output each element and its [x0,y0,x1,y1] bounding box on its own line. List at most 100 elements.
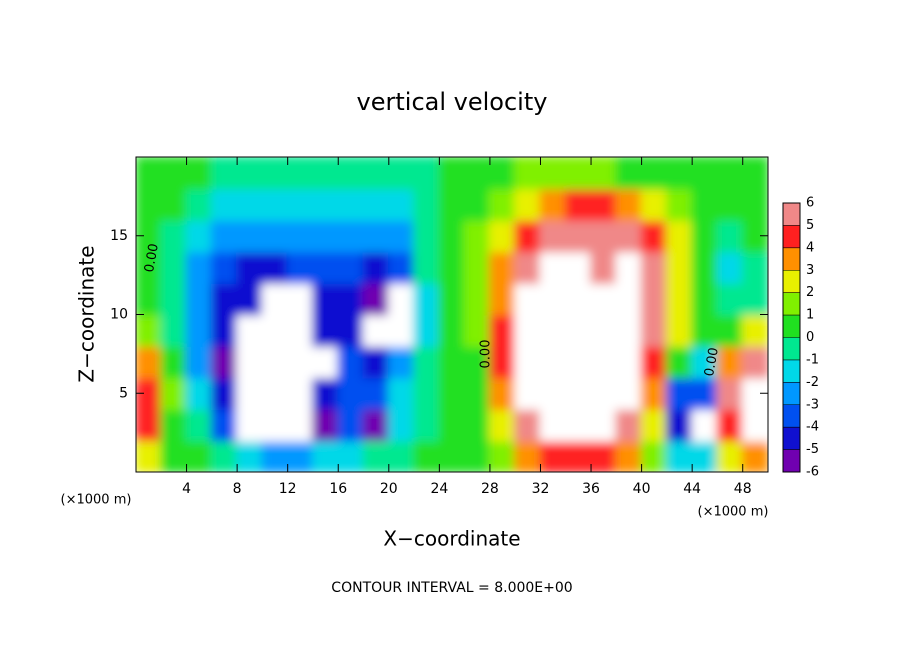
field-cell [261,439,289,472]
overlay: 4 8 12 16 20 24 28 32 36 40 44 4851015-6-5-4-3-2-10… [110,156,819,497]
field-cell [640,313,668,347]
field-cell [463,408,491,442]
field-cell [590,439,618,472]
field-cell [261,187,289,221]
field-cell [716,219,744,253]
field-cell [337,282,365,316]
field-cell [716,157,744,190]
field-cell [337,187,365,221]
field-cell [716,282,744,316]
field-cell [665,219,694,253]
field-cell [615,250,643,284]
field-cell [311,439,340,472]
colorbar-label: 3 [806,263,814,278]
field-cell [514,313,542,347]
field-cell [362,250,390,284]
field-cell [539,376,567,410]
field-cell [590,282,618,316]
field-cell [665,157,694,190]
field-cell [640,345,668,379]
field-cell [362,313,390,347]
field-cell [337,157,365,190]
field-cell [261,313,289,347]
field-cell [590,408,618,442]
field-cell [716,408,744,442]
contour-label: 0.00 [479,340,494,369]
field-cell [236,250,264,284]
field-cell [615,157,643,190]
field-cell [564,187,593,221]
field-cell [286,250,314,284]
colorbar-swatch [783,359,800,383]
field-cell [136,282,163,316]
colorbar-swatch [783,225,800,248]
field-cell [640,282,668,316]
field-cell [716,345,744,379]
field-cell [413,313,441,347]
field-cell [413,250,441,284]
field-cell [261,219,289,253]
field-cell [387,439,416,472]
field-cell [387,187,416,221]
field-cell [615,187,643,221]
field-cell [413,345,441,379]
field-cell [590,157,618,190]
field-cell [236,219,264,253]
field-cell [488,187,517,221]
colorbar-swatch [783,203,800,226]
colorbar-swatch [783,404,800,428]
field-cell [438,282,466,316]
field-cell [210,282,239,316]
field-cell [488,282,517,316]
field-cell [210,439,239,472]
field-cell [691,219,719,253]
field [136,157,768,472]
field-cell [716,187,744,221]
x-tick-label: 48 [734,481,752,497]
field-cell [539,408,567,442]
field-cell [640,439,668,472]
field-cell [236,313,264,347]
field-cell [261,157,289,190]
field-cell [564,408,593,442]
colorbar-swatch [783,315,800,338]
x-tick-label: 24 [430,481,448,497]
field-cell [438,250,466,284]
field-cell [136,250,163,284]
field-cell [261,376,289,410]
field-cell [387,250,416,284]
colorbar-swatch [783,270,800,293]
field-cell [236,157,264,190]
x-tick-label: 32 [532,481,550,497]
field-cell [514,439,542,472]
field-cell [136,408,163,442]
field-cell [665,250,694,284]
field-cell [362,408,390,442]
colorbar-label: -5 [806,442,819,457]
field-cell [564,313,593,347]
field-cell [716,313,744,347]
contour-label: 0.00 [702,346,722,377]
field-cell [311,376,340,410]
field-cell [564,345,593,379]
field-cell [615,219,643,253]
field-cell [463,282,491,316]
field-cell [210,408,239,442]
field-cell [438,345,466,379]
field-cell [691,439,719,472]
colorbar-label: -2 [806,375,819,390]
x-axis-unit: (×1000 m) [698,505,769,520]
field-cell [741,250,768,284]
field-cell [615,313,643,347]
field-cell [387,219,416,253]
field-cell [741,187,768,221]
field-cell [160,187,188,221]
field-cell [261,250,289,284]
field-cell [413,282,441,316]
field-cell [210,219,239,253]
field-cell [691,376,719,410]
footer-note: CONTOUR INTERVAL = 8.000E+00 [331,580,572,596]
field-cell [286,313,314,347]
field-cell [514,376,542,410]
